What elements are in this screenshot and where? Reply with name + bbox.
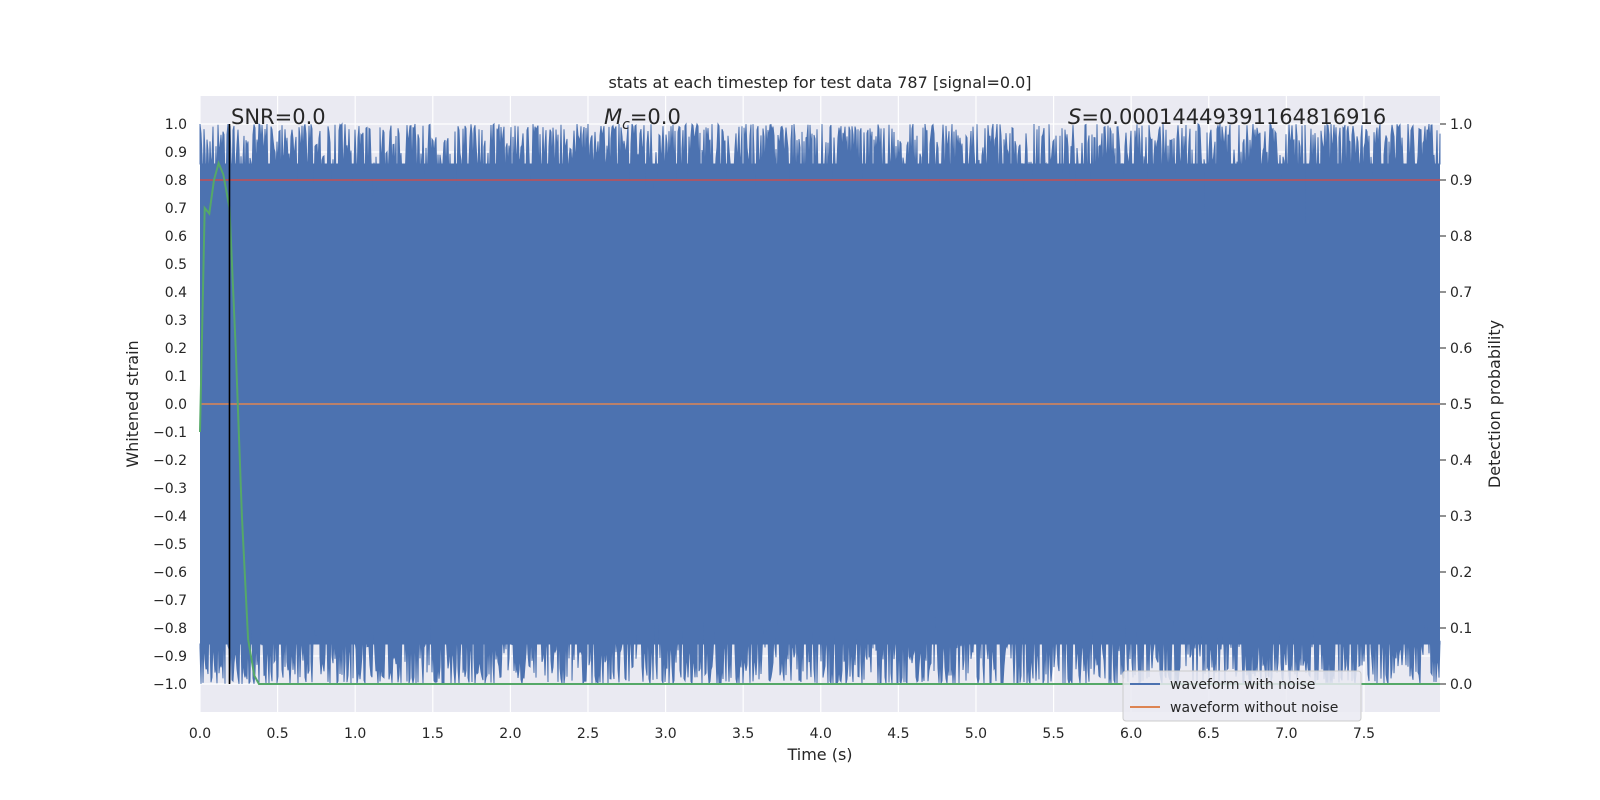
y-left-tick-label: 0.5 xyxy=(165,257,187,273)
y-right-axis-ticks: 1.0 0.9 0.8 0.7 0.6 0.5 0.4 0.3 0.2 0.1 0.0 xyxy=(1440,117,1472,693)
y-left-tick-label: −0.8 xyxy=(153,621,187,637)
y-left-tick-label: 0.6 xyxy=(165,229,187,245)
x-tick-label: 6.0 xyxy=(1120,726,1142,742)
y-right-tick-label: 0.9 xyxy=(1450,173,1472,189)
x-tick-label: 1.5 xyxy=(422,726,444,742)
y-left-tick-label: −0.3 xyxy=(153,481,187,497)
chirp-mass-symbol: M xyxy=(604,105,622,129)
x-tick-label: 7.5 xyxy=(1353,726,1375,742)
y-left-tick-label: −0.9 xyxy=(153,649,187,665)
x-axis-ticks: 0.0 0.5 1.0 1.5 2.0 2.5 3.0 3.5 4.0 4.5 5.0 5.5 6.0 6… xyxy=(189,726,1375,742)
x-tick-label: 7.0 xyxy=(1275,726,1297,742)
y-right-tick-label: 0.6 xyxy=(1450,341,1472,357)
y-left-tick-label: 0.4 xyxy=(165,285,187,301)
snr-annotation: SNR=0.0 xyxy=(231,105,326,129)
x-tick-label: 0.5 xyxy=(266,726,288,742)
y-left-tick-label: −0.7 xyxy=(153,593,187,609)
chirp-mass-annotation: Mc=0.0 xyxy=(604,105,681,133)
chirp-mass-subscript: c xyxy=(622,117,630,133)
chart-title: stats at each timestep for test data 787… xyxy=(608,73,1031,92)
y-right-tick-label: 0.4 xyxy=(1450,453,1472,469)
x-tick-label: 5.5 xyxy=(1042,726,1064,742)
y-left-axis-ticks: 1.0 0.9 0.8 0.7 0.6 0.5 0.4 0.3 0.2 0.1 0.0 −0.1 −0.… xyxy=(153,117,187,693)
y-left-tick-label: −0.5 xyxy=(153,537,187,553)
x-tick-label: 4.5 xyxy=(887,726,909,742)
legend-box xyxy=(1122,670,1362,722)
y-right-tick-label: 0.3 xyxy=(1450,509,1472,525)
series-lines xyxy=(199,124,1440,685)
y-right-tick-label: 0.8 xyxy=(1450,229,1472,245)
x-tick-label: 4.0 xyxy=(810,726,832,742)
x-tick-label: 2.0 xyxy=(499,726,521,742)
noise-waveform-upper xyxy=(199,122,1441,360)
y-right-tick-label: 1.0 xyxy=(1450,117,1472,133)
x-tick-label: 2.5 xyxy=(577,726,599,742)
y-right-tick-label: 0.5 xyxy=(1450,397,1472,413)
y-left-tick-label: 0.0 xyxy=(165,397,187,413)
x-tick-label: 6.5 xyxy=(1198,726,1220,742)
s-symbol: S xyxy=(1068,105,1081,129)
y-right-tick-label: 0.1 xyxy=(1450,621,1472,637)
y-left-tick-label: 0.1 xyxy=(165,369,187,385)
legend: waveform with noise waveform without noi… xyxy=(1122,670,1362,722)
y-left-tick-label: 0.9 xyxy=(165,145,187,161)
y-left-tick-label: 0.2 xyxy=(165,341,187,357)
y-left-tick-label: 0.3 xyxy=(165,313,187,329)
x-tick-label: 1.0 xyxy=(344,726,366,742)
y-right-tick-label: 0.2 xyxy=(1450,565,1472,581)
y-left-tick-label: 0.7 xyxy=(165,201,187,217)
y-left-tick-label: −0.4 xyxy=(153,509,187,525)
noise-waveform-lower xyxy=(199,451,1441,686)
y-left-tick-label: −0.2 xyxy=(153,453,187,469)
y-left-tick-label: 1.0 xyxy=(165,117,187,133)
y-left-axis-label: Whitened strain xyxy=(123,340,142,467)
x-tick-label: 5.0 xyxy=(965,726,987,742)
y-left-tick-label: −0.6 xyxy=(153,565,187,581)
legend-label-clean: waveform without noise xyxy=(1170,700,1338,716)
y-right-tick-label: 0.7 xyxy=(1450,285,1472,301)
y-left-tick-label: −0.1 xyxy=(153,425,187,441)
chirp-mass-value: =0.0 xyxy=(630,105,681,129)
x-tick-label: 3.5 xyxy=(732,726,754,742)
legend-label-noise: waveform with noise xyxy=(1170,677,1315,693)
y-left-tick-label: 0.8 xyxy=(165,173,187,189)
x-tick-label: 0.0 xyxy=(189,726,211,742)
s-statistic-annotation: S=0.00014449391164816916 xyxy=(1068,105,1386,129)
s-value: =0.00014449391164816916 xyxy=(1081,105,1386,129)
y-right-axis-label: Detection probability xyxy=(1485,320,1504,488)
x-tick-label: 3.0 xyxy=(654,726,676,742)
y-left-tick-label: −1.0 xyxy=(153,677,187,693)
y-right-tick-label: 0.0 xyxy=(1450,677,1472,693)
x-axis-label: Time (s) xyxy=(786,745,852,764)
